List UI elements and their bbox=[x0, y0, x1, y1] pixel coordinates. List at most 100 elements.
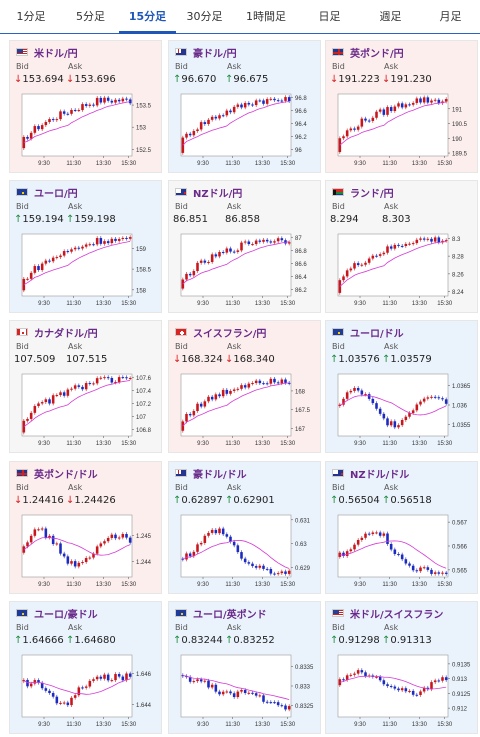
candle bbox=[185, 414, 188, 422]
candlestick-chart[interactable]: 191 190.5 190 189.5 9:30 11:30 13:30 15:30 bbox=[331, 91, 474, 171]
currency-card[interactable]: 英ポンド/円 Bid Ask ↓191.223 ↓191.230 191 190.5 190 1… bbox=[325, 40, 478, 173]
candlestick-chart[interactable]: 8.3 8.28 8.26 8.24 9:30 11:30 13:30 15:30 bbox=[331, 231, 474, 311]
arrow-up-icon: ↑ bbox=[14, 214, 23, 225]
pair-name[interactable]: 豪ドル/ドル bbox=[193, 469, 247, 481]
plot-area bbox=[180, 373, 292, 437]
currency-card[interactable]: 英ポンド/ドル Bid Ask ↓1.24416 ↓1.24426 1.245 1.244 9… bbox=[9, 461, 162, 594]
bid-price-group: ↓1.24416 bbox=[14, 495, 64, 506]
currency-card[interactable]: カナダドル/円 Bid Ask 107.509 107.515 107.6 107.4 107… bbox=[9, 320, 162, 453]
candle bbox=[280, 571, 284, 574]
x-tick-label: 11:30 bbox=[225, 161, 240, 167]
currency-card[interactable]: 米ドル/スイスフラン Bid Ask ↑0.91298 ↑0.91313 0.9135 0.… bbox=[325, 601, 478, 734]
y-tick-label: 86.6 bbox=[295, 262, 307, 268]
candlestick-chart[interactable]: 1.0365 1.036 1.0355 9:30 11:30 13:30 15:30 bbox=[331, 371, 474, 451]
candlestick-chart[interactable]: 1.245 1.244 9:30 11:30 13:30 15:30 bbox=[15, 512, 158, 592]
candle bbox=[269, 241, 273, 243]
moving-average-line bbox=[23, 537, 131, 556]
tab-6[interactable]: 日足 bbox=[318, 10, 341, 23]
candle bbox=[251, 563, 254, 567]
y-tick-label: 8.24 bbox=[452, 290, 464, 296]
currency-card[interactable]: ユーロ/豪ドル Bid Ask ↑1.64666 ↑1.64680 1.646 1.644 9… bbox=[9, 601, 162, 734]
currency-card[interactable]: NZドル/円 Bid Ask 86.851 86.858 87 86.8 86.6 86.4 86… bbox=[168, 180, 321, 313]
candle bbox=[88, 104, 92, 106]
candle bbox=[48, 399, 51, 404]
candle bbox=[221, 691, 225, 695]
candlestick-chart[interactable]: 0.631 0.63 0.629 9:30 11:30 13:30 15:30 bbox=[174, 512, 317, 592]
candle bbox=[37, 266, 40, 271]
ask-value: 8.303 bbox=[382, 214, 411, 225]
pair-name[interactable]: NZドル/ドル bbox=[350, 469, 410, 481]
candlestick-chart[interactable]: 107.6 107.4 107.2 107 106.8 9:30 11:30 13:30 15:… bbox=[15, 371, 158, 451]
candlestick-chart[interactable]: 87 86.8 86.6 86.4 86.2 9:30 11:30 13:30 15:30 bbox=[174, 231, 317, 311]
pair-name[interactable]: 豪ドル/円 bbox=[193, 48, 237, 60]
pair-name[interactable]: ユーロ/ドル bbox=[350, 328, 404, 340]
currency-card[interactable]: スイスフラン/円 Bid Ask ↓168.324 ↓168.340 168 167.5 16… bbox=[168, 320, 321, 453]
pair-name[interactable]: ランド/円 bbox=[350, 188, 394, 200]
currency-card[interactable]: ユーロ/英ポンド Bid Ask ↑0.83244 ↑0.83252 0.8335 0.83… bbox=[168, 601, 321, 734]
candle bbox=[73, 247, 77, 250]
candle bbox=[99, 97, 103, 103]
candle bbox=[48, 260, 51, 262]
candlestick-chart[interactable]: 96.8 96.6 96.4 96.2 96 9:30 11:30 13:30 15:30 bbox=[174, 91, 317, 171]
candle bbox=[273, 241, 276, 243]
candle bbox=[389, 686, 393, 688]
pair-name[interactable]: 英ポンド/ドル bbox=[34, 469, 98, 481]
candle bbox=[243, 689, 247, 694]
ask-price-group: 8.303 bbox=[382, 214, 411, 225]
currency-card[interactable]: 豪ドル/ドル Bid Ask ↑0.62897 ↑0.62901 0.631 0.63 0.6… bbox=[168, 461, 321, 594]
tab-7[interactable]: 週足 bbox=[379, 10, 402, 23]
candlestick-chart[interactable]: 0.9135 0.913 0.9125 0.912 9:30 11:30 13:30 15:3… bbox=[331, 652, 474, 732]
candle bbox=[389, 246, 393, 249]
candle bbox=[70, 388, 73, 390]
candle bbox=[33, 680, 37, 684]
pair-name[interactable]: ユーロ/円 bbox=[34, 188, 78, 200]
candle bbox=[221, 528, 225, 535]
x-tick-label: 15:30 bbox=[280, 582, 296, 588]
currency-card[interactable]: ランド/円 Bid Ask 8.294 8.303 8.3 8.28 8.26 8.24 9:30… bbox=[325, 180, 478, 313]
x-tick-label: 11:30 bbox=[225, 722, 240, 728]
tab-4[interactable]: 30分足 bbox=[186, 10, 223, 23]
candlestick-chart[interactable]: 153.5 153 152.5 9:30 11:30 13:30 15:30 bbox=[15, 91, 158, 171]
candlestick-chart[interactable]: 0.567 0.566 0.565 9:30 11:30 13:30 15:30 bbox=[331, 512, 474, 592]
currency-card[interactable]: ユーロ/ドル Bid Ask ↑1.03576 ↑1.03579 1.0365 1.036 1… bbox=[325, 320, 478, 453]
pair-name[interactable]: 米ドル/スイスフラン bbox=[350, 609, 444, 621]
ask-label: Ask bbox=[68, 342, 83, 351]
pair-name[interactable]: ユーロ/英ポンド bbox=[193, 609, 267, 621]
candle bbox=[196, 403, 199, 411]
ask-label: Ask bbox=[384, 202, 399, 211]
candle bbox=[353, 263, 356, 269]
tab-5[interactable]: 1時間足 bbox=[246, 10, 286, 23]
tab-1[interactable]: 1分足 bbox=[16, 10, 46, 23]
candle bbox=[404, 104, 408, 108]
currency-card[interactable]: 米ドル/円 Bid Ask ↓153.694 ↓153.696 153.5 153 152.5… bbox=[9, 40, 162, 173]
arrow-up-icon: ↑ bbox=[173, 495, 182, 506]
candlestick-chart[interactable]: 1.646 1.644 9:30 11:30 13:30 15:30 bbox=[15, 652, 158, 732]
candle bbox=[404, 416, 408, 420]
currency-card[interactable]: 豪ドル/円 Bid Ask ↑96.670 ↑96.675 96.8 96.6 96.4 96.… bbox=[168, 40, 321, 173]
candlestick-chart[interactable]: 168 167.5 167 9:30 11:30 13:30 15:30 bbox=[174, 371, 317, 451]
currency-card[interactable]: NZドル/ドル Bid Ask ↑0.56504 ↑0.56518 0.567 0.566 0… bbox=[325, 461, 478, 594]
candle bbox=[70, 109, 73, 114]
pair-name[interactable]: カナダドル/円 bbox=[34, 328, 98, 340]
y-tick-label: 8.28 bbox=[452, 255, 464, 261]
candle bbox=[411, 690, 415, 695]
candlestick-chart[interactable]: 159 158.5 158 9:30 11:30 13:30 15:30 bbox=[15, 231, 158, 311]
bid-value: 0.62897 bbox=[181, 495, 223, 506]
pair-name[interactable]: ユーロ/豪ドル bbox=[34, 609, 98, 621]
currency-card[interactable]: ユーロ/円 Bid Ask ↑159.194 ↑159.198 159 158.5 158 9:… bbox=[9, 180, 162, 313]
tab-3[interactable]: 15分足 bbox=[119, 0, 176, 34]
x-tick-label: 11:30 bbox=[225, 301, 240, 307]
pair-name[interactable]: 米ドル/円 bbox=[34, 48, 78, 60]
chart-svg: 1.0365 1.036 1.0355 9:30 11:30 13:30 15:30 bbox=[337, 373, 471, 447]
ask-label: Ask bbox=[384, 62, 399, 71]
flag-icon bbox=[175, 609, 187, 617]
candle bbox=[389, 544, 393, 550]
pair-name[interactable]: スイスフラン/円 bbox=[193, 328, 267, 340]
flag-icon bbox=[332, 469, 344, 477]
pair-name[interactable]: NZドル/円 bbox=[193, 188, 243, 200]
tab-2[interactable]: 5分足 bbox=[76, 10, 105, 23]
pair-name[interactable]: 英ポンド/円 bbox=[350, 48, 404, 60]
plot-area bbox=[180, 233, 292, 297]
tab-8[interactable]: 月足 bbox=[439, 10, 462, 23]
candlestick-chart[interactable]: 0.8335 0.833 0.8325 9:30 11:30 13:30 15:30 bbox=[174, 652, 317, 732]
